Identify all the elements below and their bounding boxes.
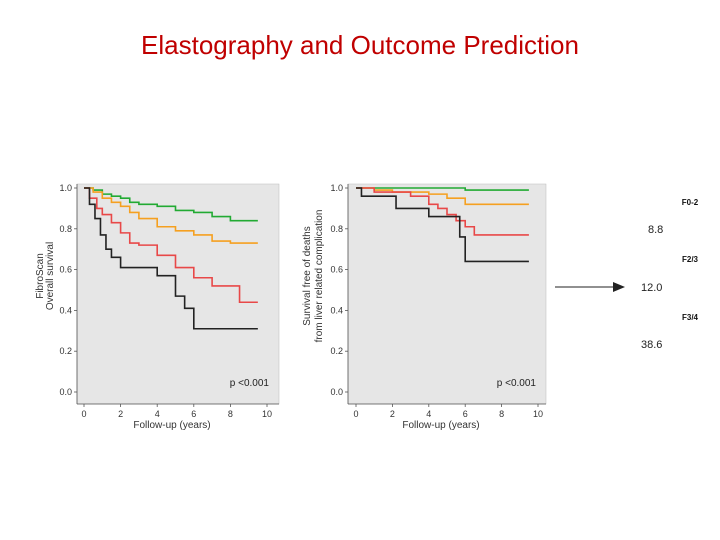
y-axis-label: Survival free of deaths xyxy=(302,226,313,326)
stage-band-f2-3: F2/3 xyxy=(669,231,711,288)
y-tick-label: 0.8 xyxy=(59,224,72,234)
survival-curve xyxy=(84,187,258,304)
cutoff-value: 12.0 xyxy=(641,282,663,294)
stage-band-f4: F4 xyxy=(669,346,711,404)
stage-label: F2/3 xyxy=(681,255,698,264)
survival-curve xyxy=(356,187,529,263)
y-tick-label: 0.0 xyxy=(330,387,343,397)
plot-area xyxy=(76,183,280,405)
x-tick-label: 4 xyxy=(155,409,160,419)
x-tick-label: 8 xyxy=(499,409,504,419)
p-value-annotation: p <0.001 xyxy=(230,378,270,389)
survival-curve xyxy=(84,187,258,244)
stage-band-f3-4: F3/4 xyxy=(669,288,711,346)
x-tick-label: 2 xyxy=(118,409,123,419)
y-tick-label: 0.6 xyxy=(59,265,72,275)
liver-death-free-survival-plot: 0.0 0.2 0.4 0.6 0.8 1.0 0 2 4 6 8 10 Follow-up (year… xyxy=(302,183,547,431)
survival-curve xyxy=(356,187,529,236)
y-tick-label: 1.0 xyxy=(59,183,72,193)
y-tick-label: 0.4 xyxy=(59,305,72,315)
survival-curve xyxy=(84,187,258,330)
y-axis-label: from liver related complication xyxy=(314,210,325,343)
stage-band-f0-2: F0-2 xyxy=(669,173,711,231)
x-tick-label: 0 xyxy=(353,409,358,419)
cutoff-value: 38.6 xyxy=(641,339,663,351)
y-tick-label: 1.0 xyxy=(330,183,343,193)
stage-label: F3/4 xyxy=(681,312,698,322)
x-axis-label: Follow-up (years) xyxy=(402,420,479,431)
stage-label: F0-2 xyxy=(681,197,699,207)
x-axis-label: Follow-up (years) xyxy=(133,420,210,431)
arrow-right-icon xyxy=(555,282,625,292)
y-tick-label: 0.4 xyxy=(330,305,343,315)
stage-label: F4 xyxy=(685,370,695,380)
x-tick-label: 10 xyxy=(262,409,272,419)
x-tick-label: 6 xyxy=(191,409,196,419)
y-tick-label: 0.2 xyxy=(59,346,72,356)
survival-curve xyxy=(356,187,529,191)
fibrosis-stage-scale: F0-2 F2/3 F3/4 F4 xyxy=(669,173,711,404)
y-tick-label: 0.8 xyxy=(330,224,343,234)
overall-survival-plot: 0.0 0.2 0.4 0.6 0.8 1.0 0 2 4 6 8 10 Follow-up (year… xyxy=(35,183,280,431)
y-tick-label: 0.2 xyxy=(330,346,343,356)
slide-title: Elastography and Outcome Prediction xyxy=(141,30,579,60)
x-tick-label: 6 xyxy=(463,409,468,419)
x-tick-label: 10 xyxy=(533,409,543,419)
x-tick-label: 8 xyxy=(228,409,233,419)
y-tick-label: 0.6 xyxy=(330,265,343,275)
cutoff-value: 8.8 xyxy=(648,224,664,236)
p-value-annotation: p <0.001 xyxy=(497,378,537,389)
x-tick-label: 2 xyxy=(390,409,395,419)
x-tick-label: 4 xyxy=(426,409,431,419)
x-tick-label: 0 xyxy=(81,409,86,419)
y-tick-label: 0.0 xyxy=(59,387,72,397)
plot-area xyxy=(347,183,547,405)
y-axis-label: Overall survival xyxy=(45,242,56,310)
y-axis-group-label: FibroScan xyxy=(35,253,46,299)
